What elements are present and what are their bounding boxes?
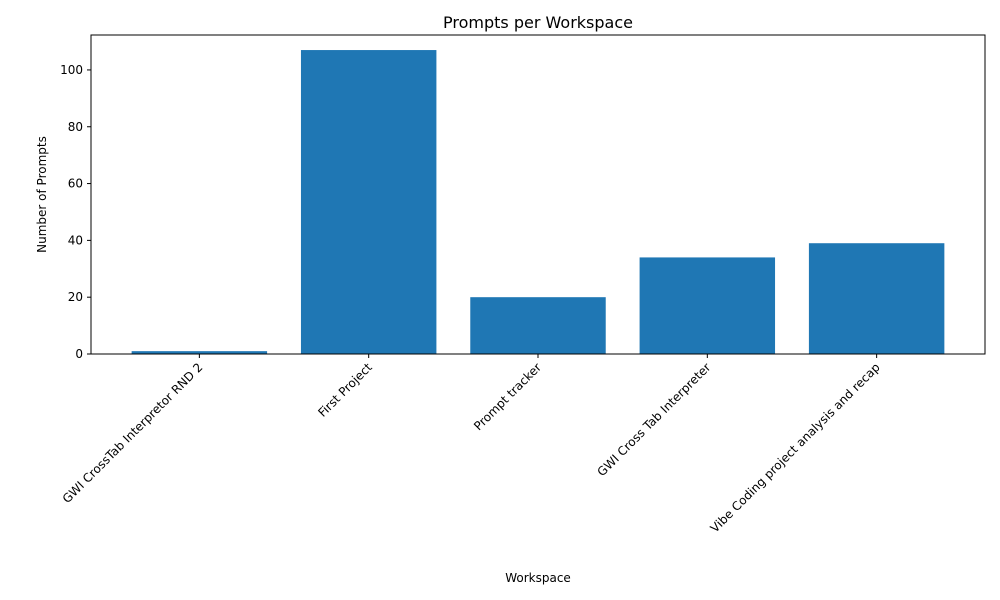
x-axis: GWI CrossTab Interpretor RND 2 First Proj… (60, 354, 883, 535)
y-axis-label: Number of Prompts (35, 136, 49, 253)
bars-group (131, 50, 945, 355)
plot-frame (90, 34, 986, 355)
y-tick-label: 40 (68, 233, 83, 247)
bar-1 (300, 50, 437, 355)
y-tick-label: 100 (60, 63, 83, 77)
x-axis-label: Workspace (505, 571, 571, 585)
y-axis: 0 20 40 60 80 100 (60, 63, 91, 361)
bar-4 (808, 243, 945, 354)
x-tick-label: GWI Cross Tab Interpreter (594, 360, 713, 479)
y-tick-label: 80 (68, 120, 83, 134)
x-tick-label: GWI CrossTab Interpretor RND 2 (60, 360, 206, 506)
x-tick-label: Prompt tracker (471, 360, 544, 433)
y-tick-label: 60 (68, 177, 83, 191)
y-tick-label: 0 (75, 347, 83, 361)
bar-3 (639, 257, 776, 354)
bar-0 (131, 351, 268, 354)
x-tick-label: Vibe Coding project analysis and recap (708, 360, 883, 535)
y-tick-label: 20 (68, 290, 83, 304)
chart-title: Prompts per Workspace (443, 13, 633, 32)
x-tick-label: First Project (315, 360, 375, 420)
bar-2 (470, 297, 606, 354)
